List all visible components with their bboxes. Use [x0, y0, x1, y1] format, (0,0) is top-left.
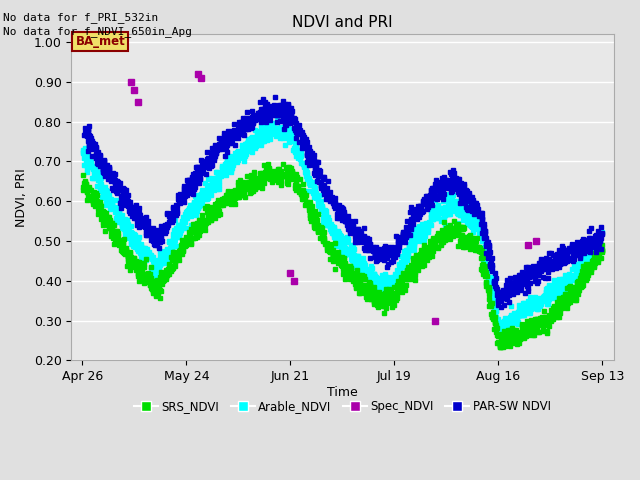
Y-axis label: NDVI, PRI: NDVI, PRI [15, 168, 28, 227]
Title: NDVI and PRI: NDVI and PRI [292, 15, 393, 30]
Text: No data for f_NDVI_650in_Apg: No data for f_NDVI_650in_Apg [3, 26, 192, 37]
Text: BA_met: BA_met [76, 36, 125, 48]
Legend: SRS_NDVI, Arable_NDVI, Spec_NDVI, PAR-SW NDVI: SRS_NDVI, Arable_NDVI, Spec_NDVI, PAR-SW… [129, 396, 556, 418]
Text: No data for f_PRI_532in: No data for f_PRI_532in [3, 12, 159, 23]
X-axis label: Time: Time [327, 386, 358, 399]
